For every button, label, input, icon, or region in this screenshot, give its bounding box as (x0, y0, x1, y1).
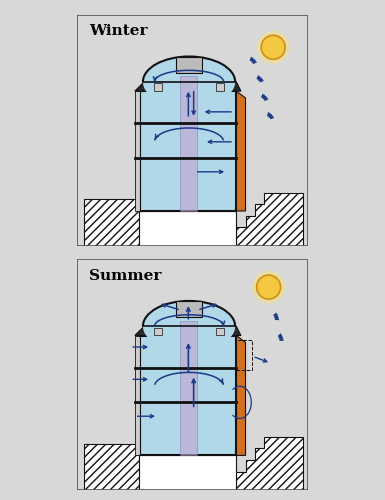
Circle shape (261, 36, 285, 60)
Circle shape (256, 30, 290, 64)
Bar (84, 444, 139, 490)
Bar (180, 76, 197, 211)
Bar (216, 84, 224, 90)
Bar (84, 200, 139, 246)
Polygon shape (236, 336, 246, 456)
Bar (139, 336, 236, 456)
Bar (180, 320, 197, 456)
Circle shape (252, 270, 285, 304)
Bar (135, 336, 140, 456)
Bar (139, 211, 236, 246)
Bar (139, 91, 236, 211)
Text: Summer: Summer (89, 268, 161, 282)
Polygon shape (135, 326, 241, 336)
Bar (135, 91, 140, 211)
Polygon shape (135, 82, 241, 91)
Polygon shape (236, 437, 303, 490)
Bar (154, 328, 162, 335)
Bar (139, 456, 236, 490)
Bar (176, 56, 202, 72)
Ellipse shape (143, 301, 235, 352)
Ellipse shape (143, 56, 235, 107)
Polygon shape (236, 91, 246, 211)
Bar (154, 84, 162, 90)
Polygon shape (236, 192, 303, 246)
Bar (176, 301, 202, 317)
Circle shape (256, 275, 281, 299)
Bar (216, 328, 224, 335)
Text: Winter: Winter (89, 24, 147, 38)
